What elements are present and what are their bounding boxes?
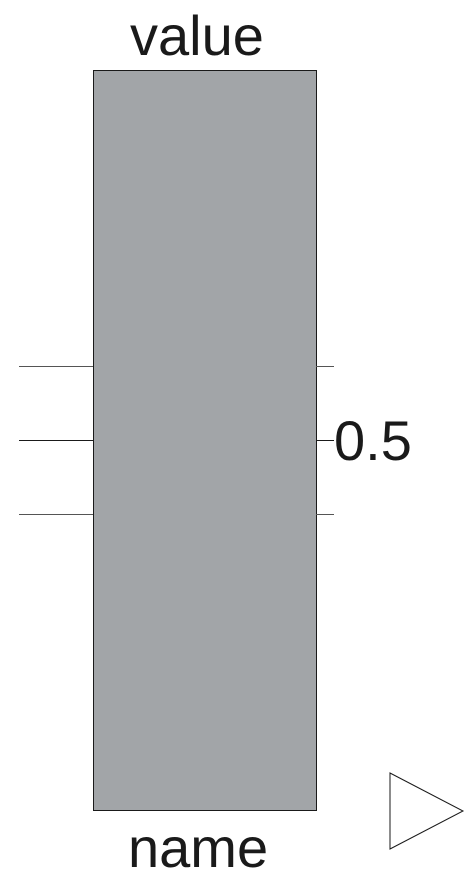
level-indicator-right [316, 440, 334, 441]
scale-tick-upper-left [19, 366, 93, 367]
scale-tick-lower-right [316, 514, 334, 515]
block-value-label: value [130, 4, 264, 67]
slider-block[interactable] [93, 70, 317, 811]
scale-tick-lower-left [19, 514, 93, 515]
triangle-right-icon[interactable] [389, 772, 465, 850]
block-name-label: name [128, 816, 269, 879]
level-indicator-left [19, 440, 93, 441]
scale-tick-upper-right [316, 366, 334, 367]
value-readout: 0.5 [334, 409, 412, 472]
